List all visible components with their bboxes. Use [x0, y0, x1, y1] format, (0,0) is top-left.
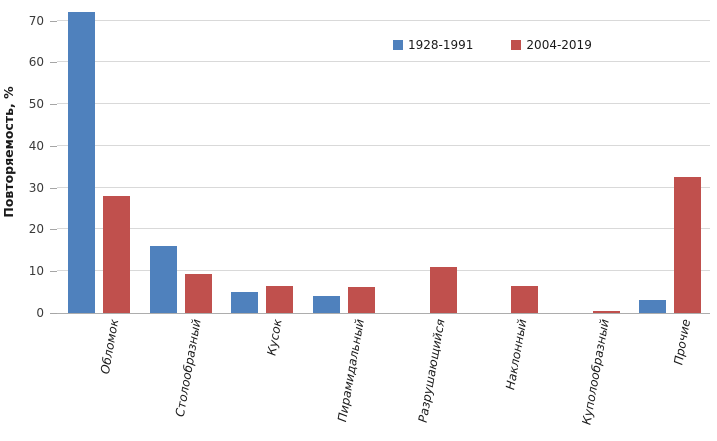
bar-2004-2019-Наклонный: [511, 285, 539, 313]
y-tick-mark: [50, 313, 57, 314]
x-axis-label-Разрушающийся: Разрушающийся: [416, 318, 449, 424]
bar-2004-2019-Разрушающийся: [429, 267, 457, 313]
x-axis-label-Куполообразный: Куполообразный: [578, 318, 612, 426]
bar-2004-2019-Кусок: [266, 285, 294, 313]
y-tick-mark: [50, 104, 57, 106]
x-axis-label-Кусок: Кусок: [264, 318, 285, 357]
legend-label: 1928-1991: [408, 38, 474, 52]
legend-item-2004-2019: 2004-2019: [511, 38, 592, 52]
x-axis-label-Наклонный: Наклонный: [503, 318, 530, 391]
x-axis-label-Столообразный: Столообразный: [172, 318, 204, 418]
y-tick-mark: [50, 62, 57, 64]
y-tick-label-50: 50: [28, 97, 44, 112]
gridline-30: [57, 186, 710, 188]
legend-label: 2004-2019: [526, 38, 592, 52]
y-tick-label-0: 0: [36, 306, 44, 320]
y-tick-mark: [50, 229, 57, 231]
legend-swatch-blue-icon: [393, 40, 403, 50]
bar-1928-1991-Обломок: [68, 12, 95, 313]
bar-2004-2019-Куполообразный: [592, 310, 620, 313]
y-tick-mark: [50, 145, 57, 147]
y-tick-label-20: 20: [28, 222, 44, 237]
gridline-60: [57, 61, 710, 63]
bar-1928-1991-Пирамидальный: [312, 296, 340, 313]
bar-2004-2019-Столообразный: [184, 274, 212, 313]
y-tick-label-70: 70: [28, 13, 44, 28]
gridline-50: [57, 103, 710, 105]
bar-1928-1991-Прочие: [639, 300, 667, 313]
x-axis-label-Пирамидальный: Пирамидальный: [334, 318, 367, 424]
y-tick-mark: [50, 20, 57, 22]
x-axis-label-Прочие: Прочие: [671, 318, 693, 366]
bar-2004-2019-Прочие: [674, 177, 702, 313]
bar-1928-1991-Столообразный: [149, 246, 177, 313]
x-axis-label-Обломок: Обломок: [98, 318, 122, 376]
bar-1928-1991-Кусок: [231, 292, 259, 313]
gridline-70: [57, 19, 710, 21]
legend: 1928-1991 2004-2019: [393, 38, 592, 52]
y-tick-label-40: 40: [28, 138, 44, 153]
legend-item-1928-1991: 1928-1991: [393, 38, 473, 52]
plot-area: [57, 8, 710, 314]
y-tick-label-10: 10: [28, 264, 44, 279]
y-tick-mark: [50, 187, 57, 189]
bar-2004-2019-Обломок: [103, 196, 130, 313]
gridline-10: [57, 270, 710, 272]
legend-swatch-red-icon: [511, 40, 522, 50]
x-axis-line: [57, 313, 710, 314]
bar-2004-2019-Пирамидальный: [347, 286, 375, 313]
gridline-40: [57, 144, 710, 146]
y-tick-label-30: 30: [28, 180, 44, 195]
y-tick-label-60: 60: [28, 55, 44, 70]
y-tick-mark: [50, 271, 57, 273]
gridline-20: [57, 228, 710, 230]
